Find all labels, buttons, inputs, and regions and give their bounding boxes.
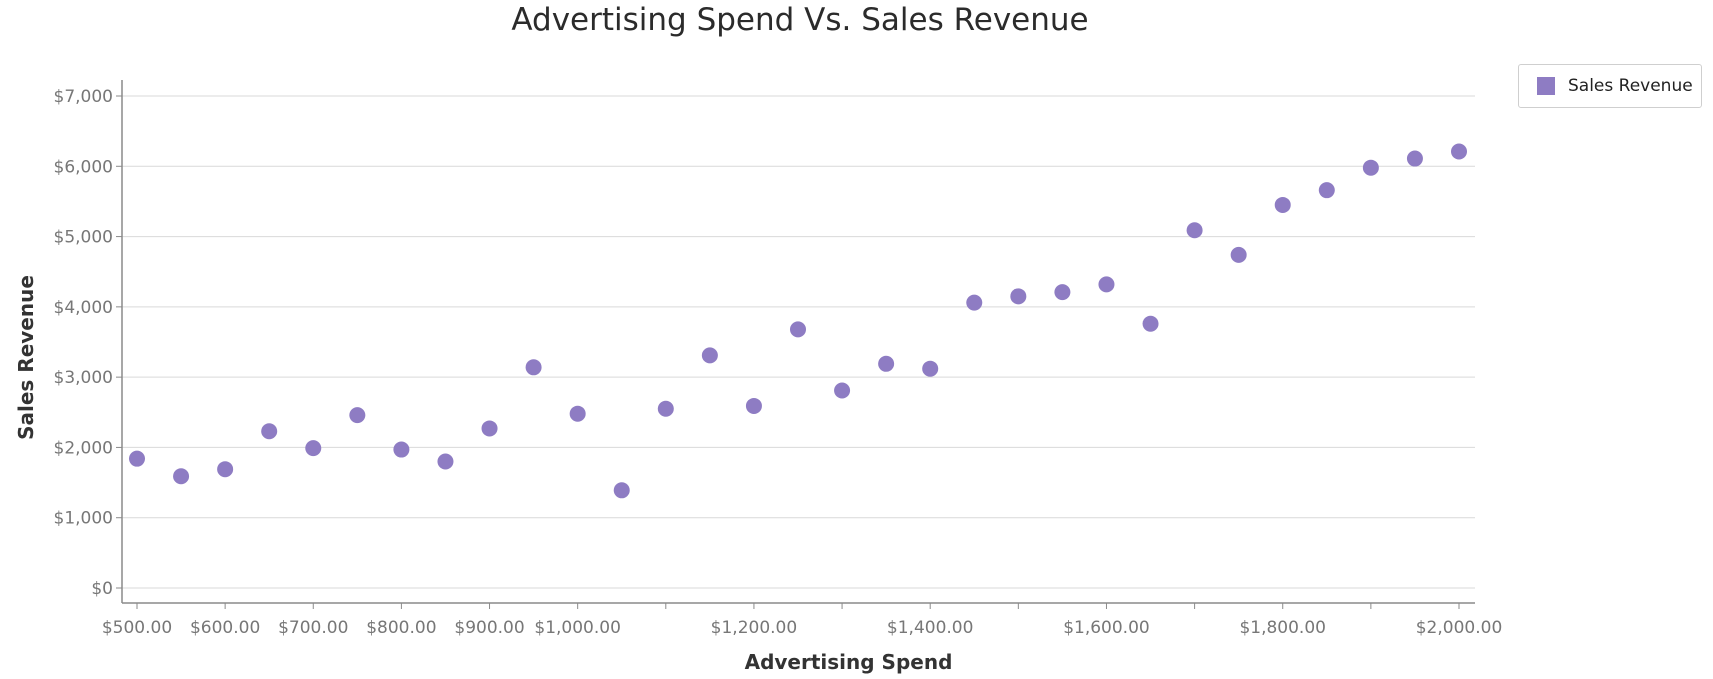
y-axis-title: Sales Revenue [14, 275, 38, 440]
gridlines [122, 95, 1475, 589]
data-point-16[interactable] [834, 382, 851, 399]
y-tick-label: $0 [91, 579, 113, 599]
data-point-14[interactable] [745, 397, 762, 414]
data-point-4[interactable] [305, 440, 322, 457]
data-point-29[interactable] [1406, 150, 1423, 167]
data-point-3[interactable] [261, 423, 278, 440]
legend[interactable]: Sales Revenue [1518, 64, 1702, 108]
data-point-15[interactable] [790, 321, 806, 338]
data-point-17[interactable] [878, 355, 895, 372]
x-tick-label: $700.00 [278, 618, 348, 638]
y-tick-label: $3,000 [54, 368, 113, 388]
y-tick-label: $7,000 [54, 87, 113, 107]
data-point-20[interactable] [1010, 288, 1027, 305]
data-point-11[interactable] [613, 482, 630, 499]
y-tick-label: $2,000 [54, 438, 113, 458]
y-tick-label: $1,000 [54, 509, 113, 529]
data-point-6[interactable] [393, 441, 410, 458]
data-point-5[interactable] [349, 407, 366, 424]
y-tick-label: $4,000 [54, 298, 113, 318]
data-point-7[interactable] [437, 453, 454, 470]
data-point-19[interactable] [966, 294, 983, 311]
x-tick-label: $500.00 [102, 618, 172, 638]
x-axis-title: Advertising Spend [745, 650, 953, 674]
x-tick-label: $900.00 [454, 618, 524, 638]
x-tick-label: $1,000.00 [534, 618, 621, 638]
data-point-12[interactable] [657, 400, 674, 417]
data-point-21[interactable] [1054, 284, 1071, 301]
data-point-23[interactable] [1142, 315, 1159, 332]
x-tick-label: $2,000.00 [1416, 618, 1503, 638]
data-point-1[interactable] [173, 468, 190, 485]
data-point-25[interactable] [1230, 246, 1247, 263]
axes [121, 80, 1475, 604]
data-point-30[interactable] [1451, 143, 1467, 160]
y-axis-ticks: $0 $1,000 $2,000 $3,000 $4,000 $5,000 $6,000 $7… [54, 87, 122, 599]
x-tick-label: $1,200.00 [711, 618, 798, 638]
y-tick-label: $5,000 [54, 228, 113, 248]
data-points [129, 143, 1467, 499]
data-point-9[interactable] [525, 359, 542, 376]
legend-label: Sales Revenue [1568, 76, 1693, 96]
x-tick-label: $1,800.00 [1239, 618, 1326, 638]
x-tick-label: $800.00 [366, 618, 436, 638]
data-point-8[interactable] [481, 420, 498, 437]
data-point-0[interactable] [129, 450, 145, 467]
data-point-10[interactable] [569, 405, 586, 422]
y-tick-label: $6,000 [54, 157, 113, 177]
data-point-26[interactable] [1274, 196, 1291, 213]
chart-title: Advertising Spend Vs. Sales Revenue [511, 2, 1089, 38]
data-point-22[interactable] [1098, 276, 1115, 293]
x-tick-label: $1,600.00 [1063, 618, 1150, 638]
data-point-18[interactable] [922, 360, 939, 377]
legend-swatch [1537, 77, 1555, 95]
data-point-13[interactable] [701, 347, 718, 364]
data-point-28[interactable] [1362, 159, 1379, 176]
x-tick-label: $1,400.00 [887, 618, 974, 638]
data-point-27[interactable] [1318, 182, 1335, 199]
x-tick-label: $600.00 [190, 618, 260, 638]
x-axis-ticks: $500.00 $600.00 $700.00 $800.00 $900.00 $1,00… [102, 603, 1502, 638]
data-point-24[interactable] [1186, 222, 1203, 239]
data-point-2[interactable] [217, 461, 234, 478]
